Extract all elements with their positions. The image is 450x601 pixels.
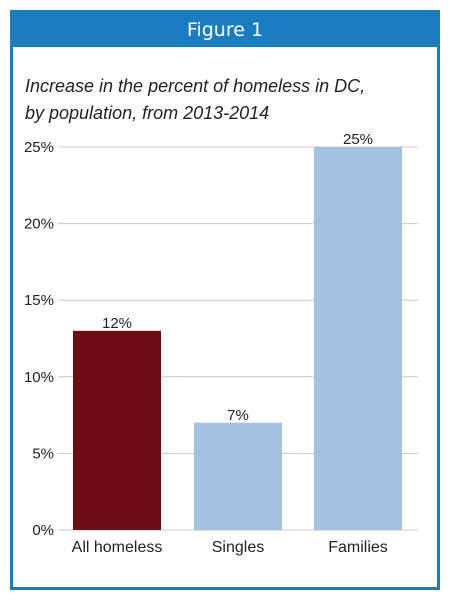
chart-title-line-1: Increase in the percent of homeless in D… [25,76,366,96]
y-tick-label: 15% [24,292,54,309]
y-tick-label: 20% [24,216,54,233]
y-tick-label: 0% [32,522,54,539]
y-tick-label: 10% [24,369,54,386]
figure-label: Figure 1 [13,13,437,47]
chart-title-line-2: by population, from 2013-2014 [25,103,270,123]
y-tick-label: 25% [24,139,54,156]
data-label: 25% [343,131,373,148]
chart-title: Increase in the percent of homeless in D… [25,73,425,127]
x-category-label: All homeless [72,539,163,556]
bar [73,330,161,530]
x-category-label: Families [328,539,388,556]
bar [314,147,402,530]
data-label: 7% [227,407,249,424]
y-tick-label: 5% [32,445,54,462]
bar [194,422,282,530]
data-label: 12% [102,315,132,332]
x-category-label: Singles [212,539,264,556]
